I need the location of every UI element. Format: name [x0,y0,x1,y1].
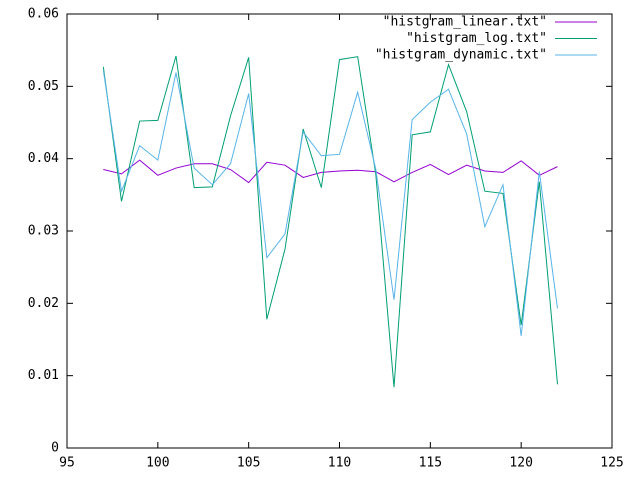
x-tick-label: 105 [237,456,260,471]
x-tick-label: 115 [419,456,442,471]
y-tick-label: 0.01 [28,368,59,383]
y-tick-label: 0.04 [28,151,59,166]
y-tick-label: 0.03 [28,224,59,239]
y-tick-label: 0.05 [28,79,59,94]
series-line [102,55,558,388]
legend-label: "histgram_dynamic.txt" [375,48,547,63]
series-line [102,70,558,336]
x-tick-label: 125 [600,456,623,471]
y-tick-label: 0.06 [28,7,59,22]
y-tick-label: 0 [51,441,59,456]
x-tick-label: 95 [59,456,75,471]
y-tick-label: 0.02 [28,296,59,311]
legend-label: "histgram_log.txt" [406,31,547,46]
series-line [103,159,558,184]
x-tick-label: 120 [509,456,532,471]
plot-border [66,13,613,449]
legend-label: "histgram_linear.txt" [383,15,547,30]
x-tick-label: 110 [328,456,351,471]
x-tick-label: 100 [146,456,169,471]
